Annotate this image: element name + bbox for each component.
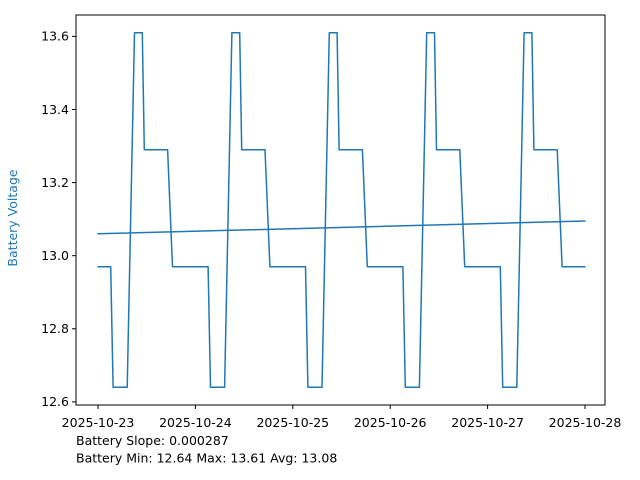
y-axis-label: Battery Voltage	[5, 169, 20, 266]
y-tick-label: 13.0	[41, 248, 69, 263]
footer-stats-slope: Battery Slope: 0.000287	[76, 433, 229, 448]
x-tick-label: 2025-10-26	[354, 415, 427, 430]
x-tick-label: 2025-10-25	[256, 415, 329, 430]
x-tick-label: 2025-10-23	[62, 415, 135, 430]
x-tick-label: 2025-10-27	[451, 415, 524, 430]
y-tick-label: 12.6	[41, 394, 69, 409]
plot-area-border	[75, 14, 606, 406]
series-line-battery-voltage	[97, 31, 586, 389]
footer-stats-minmaxavg: Battery Min: 12.64 Max: 13.61 Avg: 13.08	[76, 451, 337, 466]
x-tick-label: 2025-10-24	[159, 415, 232, 430]
y-tick-label: 13.6	[41, 29, 69, 44]
x-axis: 2025-10-23 2025-10-24 2025-10-25 2025-10-26…	[62, 405, 622, 430]
y-axis: 12.6 12.8 13.0 13.2 13.4 13.6	[41, 29, 76, 409]
y-tick-label: 13.4	[41, 102, 69, 117]
y-tick-label: 12.8	[41, 321, 69, 336]
x-tick-label: 2025-10-28	[549, 415, 622, 430]
y-tick-label: 13.2	[41, 175, 69, 190]
series-line-battery-trend	[97, 220, 586, 235]
series-layer	[97, 31, 586, 389]
